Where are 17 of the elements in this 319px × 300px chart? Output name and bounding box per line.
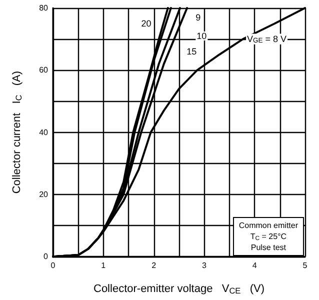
- x-tick-label: 3: [202, 261, 207, 270]
- x-tick-label: 2: [152, 261, 157, 270]
- x-tick-label: 5: [302, 261, 308, 270]
- y-tick-label: 20: [39, 190, 49, 199]
- x-tick-label: 4: [252, 261, 258, 270]
- y-tick-label: 80: [39, 4, 49, 12]
- x-tick-label: 1: [101, 261, 106, 270]
- annotation: 20: [141, 18, 152, 29]
- y-tick-label: 0: [44, 252, 49, 262]
- annotation: 15: [186, 46, 197, 57]
- y-tick-label: 40: [39, 128, 49, 137]
- y-axis-title: Collector current IC (A): [10, 70, 24, 194]
- x-tick-label: 0: [50, 261, 56, 270]
- annotation: 9: [196, 12, 201, 22]
- y-tick-label: 60: [39, 66, 49, 75]
- annotation: Common emitter T$_{C}$ = 25°C Pulse test: [232, 216, 304, 256]
- annotation: 10: [196, 30, 207, 41]
